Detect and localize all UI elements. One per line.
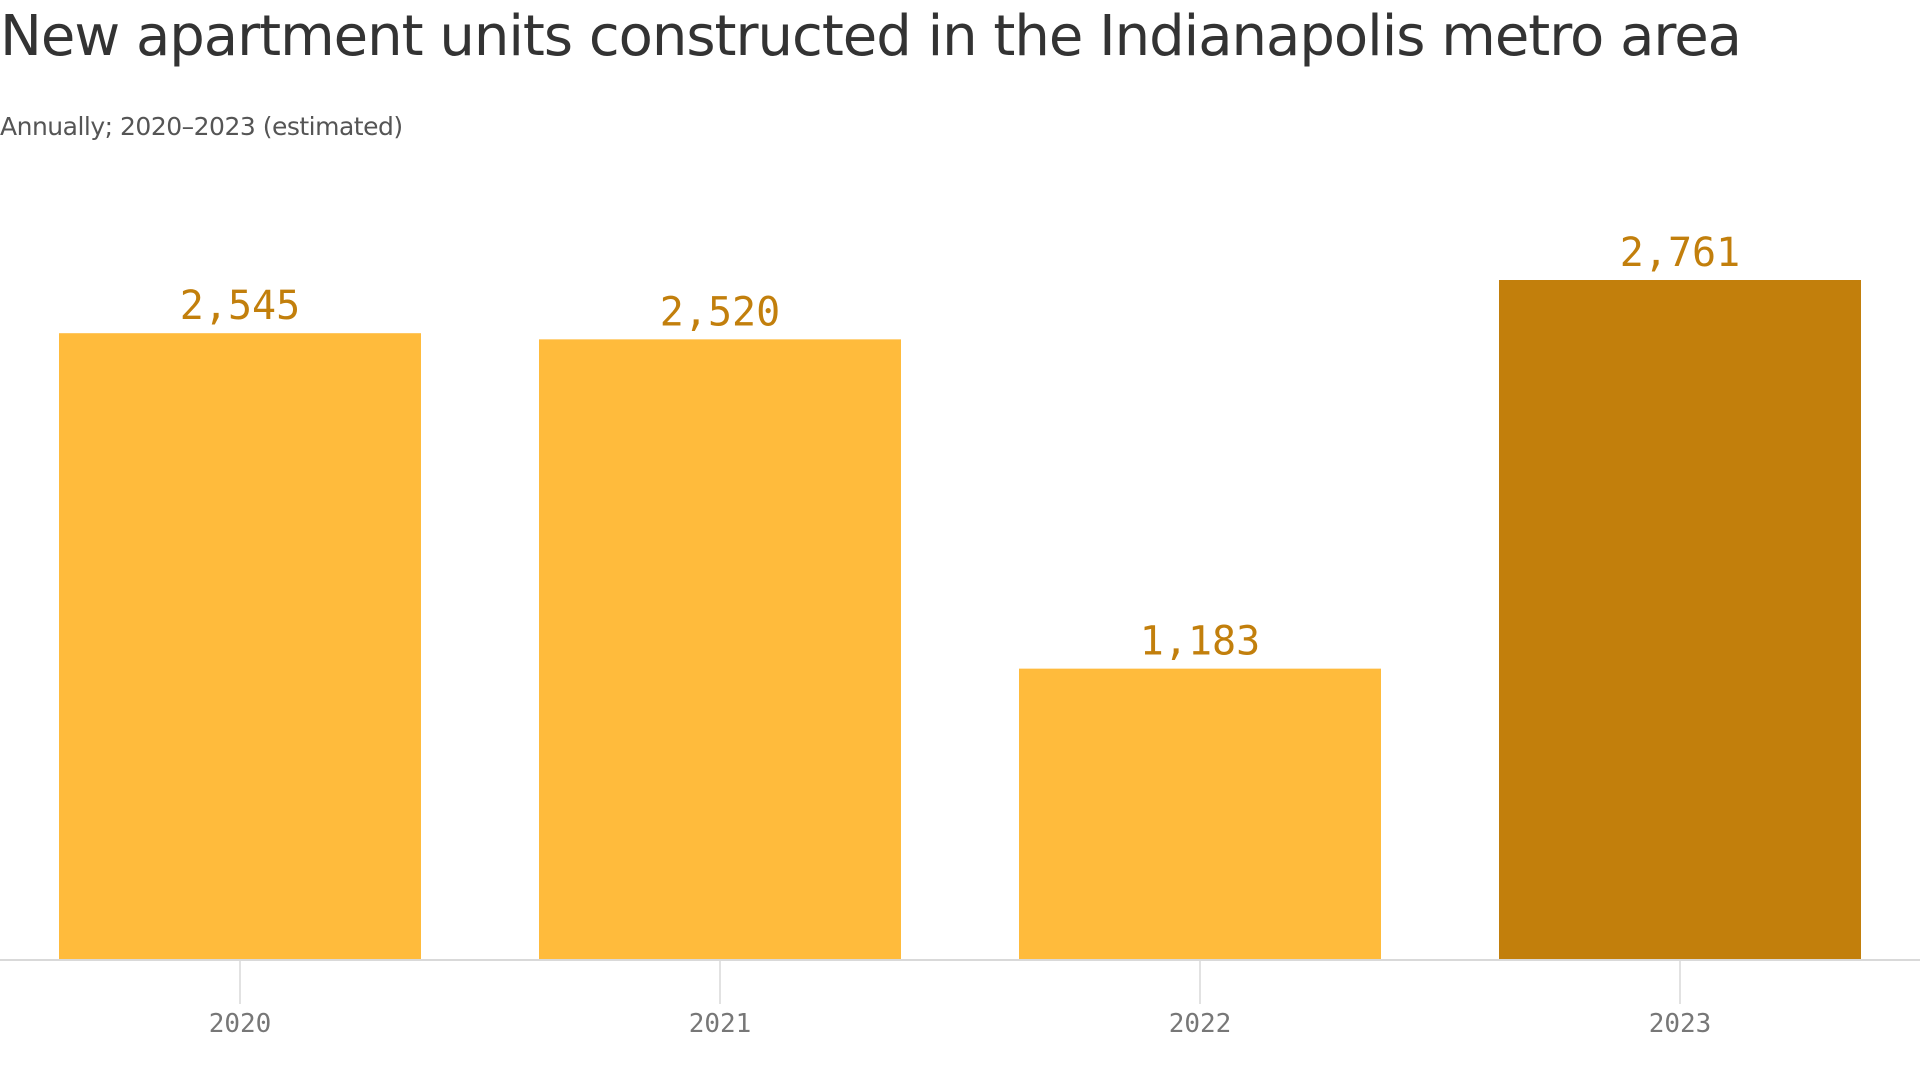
bar-2023 (1499, 280, 1861, 960)
value-label-2023: 2,761 (1620, 230, 1740, 276)
x-tick-label-2020: 2020 (209, 1009, 272, 1039)
chart-title: New apartment units constructed in the I… (0, 4, 1742, 69)
x-tick-label-2023: 2023 (1649, 1009, 1712, 1039)
chart-subtitle: Annually; 2020–2023 (estimated) (0, 112, 403, 141)
value-label-2021: 2,520 (660, 289, 780, 335)
x-tick-label-2022: 2022 (1169, 1009, 1232, 1039)
bar-2020 (59, 333, 421, 960)
value-label-2022: 1,183 (1140, 619, 1260, 665)
bar-2021 (539, 339, 901, 960)
bar-2022 (1019, 668, 1381, 960)
value-label-2020: 2,545 (180, 283, 300, 329)
x-tick-label-2021: 2021 (689, 1009, 752, 1039)
